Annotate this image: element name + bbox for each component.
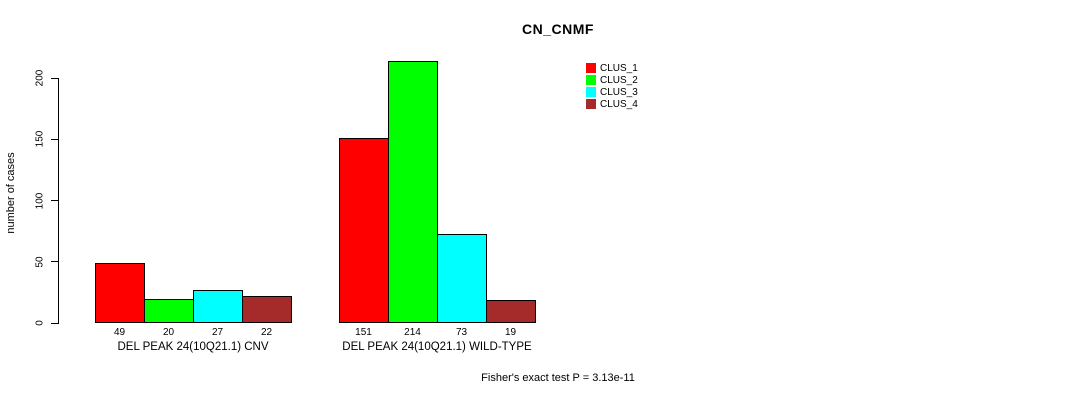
fisher-test-annotation: Fisher's exact test P = 3.13e-11	[481, 372, 635, 384]
legend-label: CLUS_1	[600, 62, 638, 74]
bar-value-label: 49	[113, 327, 126, 338]
legend-item-clus_1: CLUS_1	[586, 62, 638, 74]
y-axis-tick-label: 150	[34, 130, 46, 148]
bar-value-label: 214	[404, 327, 421, 338]
bar-value-label: 73	[455, 327, 468, 338]
bar-value-label: 151	[355, 327, 372, 338]
y-axis-tick-label: 100	[34, 192, 46, 209]
y-axis-tick	[51, 200, 58, 201]
y-axis-tick-label: 0	[34, 320, 46, 326]
y-axis-tick-label: 200	[34, 69, 46, 87]
y-axis-tick-label: 50	[34, 256, 46, 268]
legend-item-clus_3: CLUS_3	[586, 86, 638, 98]
bar-g1-clus_4	[242, 296, 292, 323]
legend-swatch-clus_3	[586, 87, 596, 97]
bar-value-label: 27	[211, 327, 224, 338]
bar-g1-clus_2	[144, 298, 194, 323]
legend-swatch-clus_2	[586, 75, 596, 85]
y-axis-tick	[51, 322, 58, 324]
bar-value-label: 19	[504, 327, 517, 338]
bar-g2-clus_4	[486, 299, 536, 323]
legend-label: CLUS_3	[600, 86, 638, 98]
bar-value-label: 20	[162, 327, 175, 338]
y-axis-line	[58, 78, 59, 324]
bar-g1-clus_1	[95, 262, 145, 323]
legend-item-clus_4: CLUS_4	[586, 98, 638, 110]
y-axis-tick	[51, 138, 58, 140]
legend-label: CLUS_2	[600, 74, 638, 86]
legend: CLUS_1 CLUS_2 CLUS_3 CLUS_4	[586, 62, 638, 110]
bar-g1-clus_3	[193, 289, 243, 323]
bar-g2-clus_1	[339, 138, 389, 323]
bar-value-label: 22	[260, 327, 273, 338]
bar-g2-clus_2	[388, 60, 438, 323]
group-label: DEL PEAK 24(10Q21.1) CNV	[117, 341, 269, 353]
legend-swatch-clus_4	[586, 99, 596, 109]
legend-item-clus_2: CLUS_2	[586, 74, 638, 86]
group-label: DEL PEAK 24(10Q21.1) WILD-TYPE	[342, 341, 532, 353]
legend-label: CLUS_4	[600, 98, 638, 110]
y-axis-label: number of cases	[5, 152, 17, 234]
y-axis-tick	[51, 77, 58, 79]
y-axis-tick	[51, 261, 58, 263]
chart-title: CN_CNMF	[522, 21, 594, 37]
bar-g2-clus_3	[437, 233, 487, 323]
legend-swatch-clus_1	[586, 63, 596, 73]
